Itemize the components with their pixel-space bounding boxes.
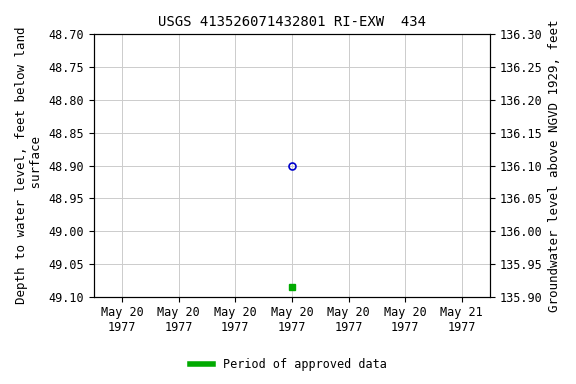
Legend: Period of approved data: Period of approved data — [185, 354, 391, 376]
Y-axis label: Groundwater level above NGVD 1929, feet: Groundwater level above NGVD 1929, feet — [548, 19, 561, 312]
Title: USGS 413526071432801 RI-EXW  434: USGS 413526071432801 RI-EXW 434 — [158, 15, 426, 29]
Y-axis label: Depth to water level, feet below land
 surface: Depth to water level, feet below land su… — [15, 27, 43, 304]
